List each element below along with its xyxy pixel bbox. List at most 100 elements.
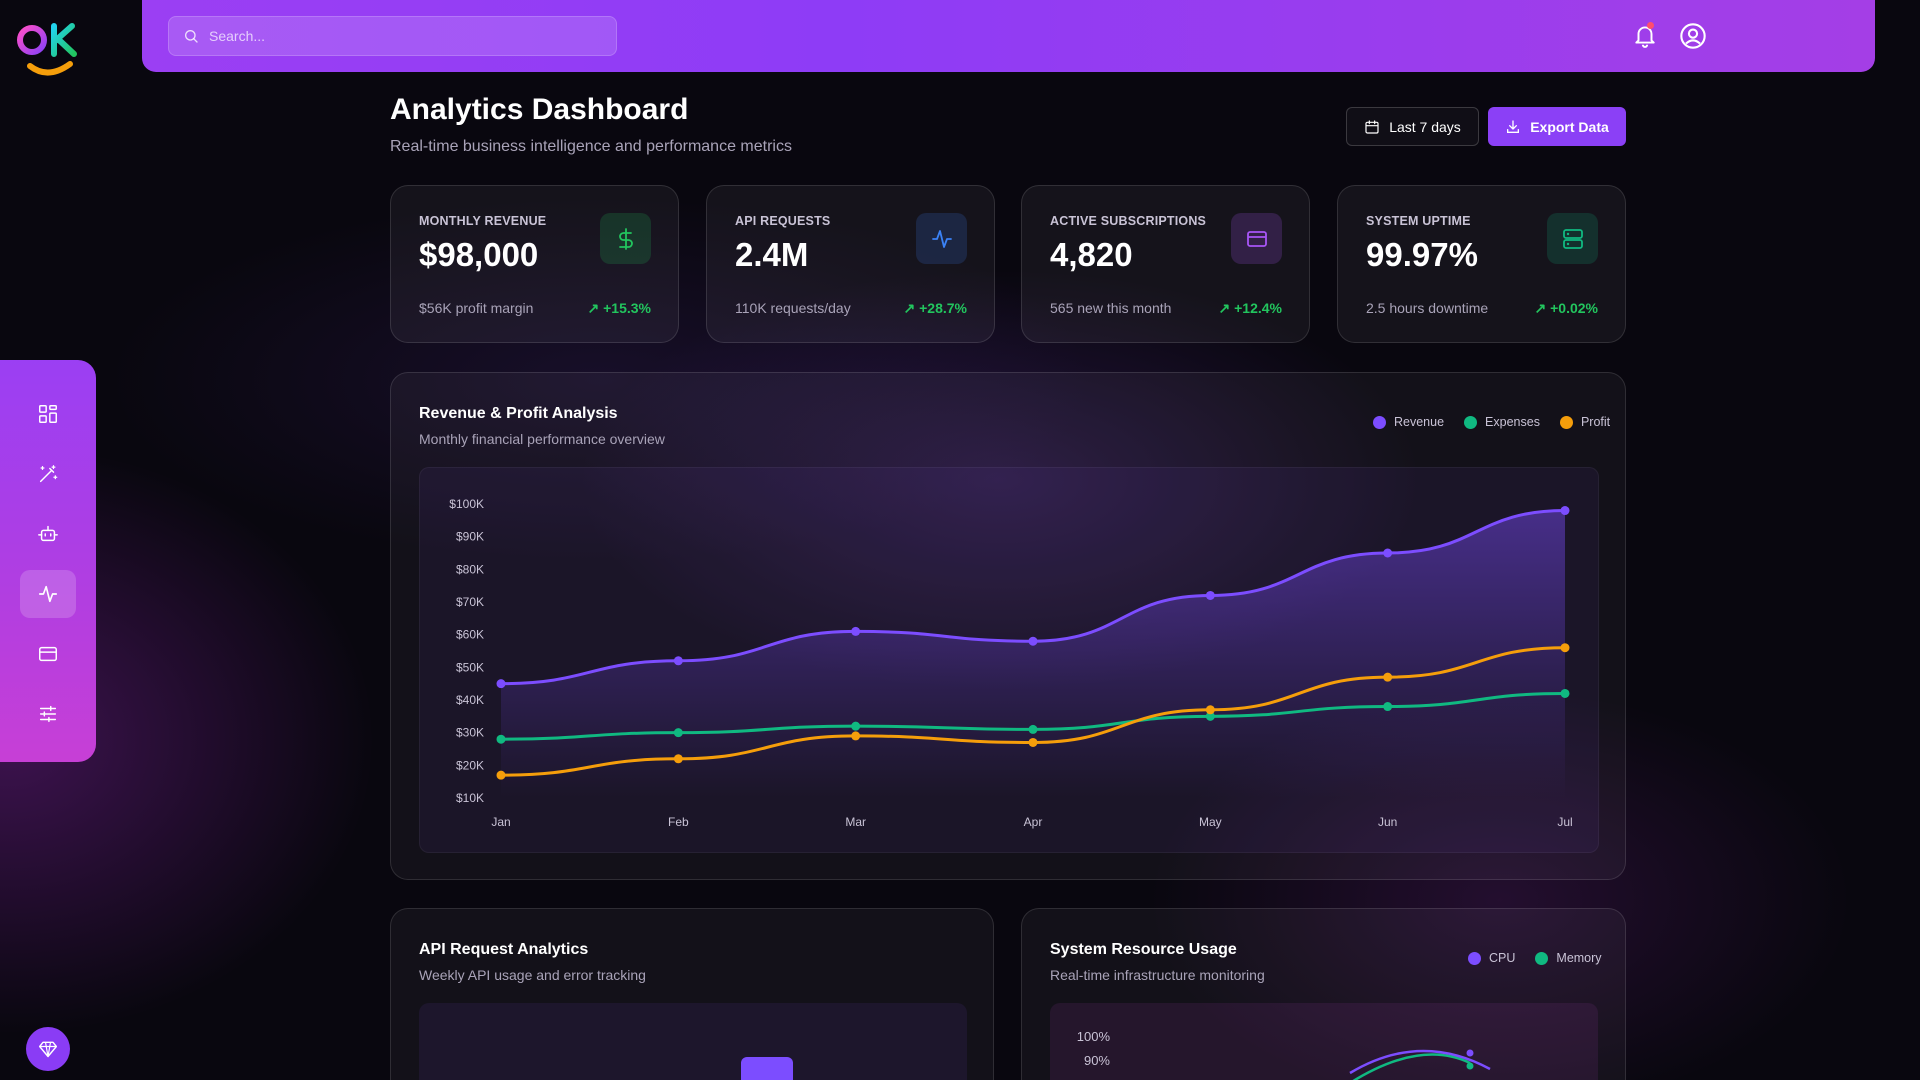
- activity-icon: [38, 585, 58, 603]
- bell-icon[interactable]: [1632, 22, 1658, 48]
- topbar: [142, 0, 1875, 72]
- grid-icon: [39, 405, 57, 423]
- stat-label: SYSTEM UPTIME: [1366, 214, 1471, 228]
- search-icon: [185, 30, 198, 43]
- profit-point: [1205, 705, 1215, 715]
- nav-dashboard[interactable]: [20, 390, 76, 438]
- revenue-profit-panel: Revenue & Profit Analysis Monthly financ…: [390, 372, 1626, 880]
- chart-area: $100K $90K $80K $70K $60K $50K $40K $30K $20K $10…: [419, 467, 1599, 853]
- user-icon[interactable]: [1679, 22, 1707, 50]
- page-title: Analytics Dashboard: [390, 93, 689, 126]
- memory-point: [1466, 1062, 1474, 1070]
- y-tick-label: $80K: [456, 562, 484, 576]
- y-tick-label: $40K: [456, 693, 484, 707]
- panel-title: API Request Analytics: [419, 941, 589, 958]
- server-icon: [1547, 213, 1598, 264]
- api-analytics-panel: API Request Analytics Weekly API usage a…: [390, 908, 994, 1080]
- profit-point: [1560, 643, 1570, 653]
- expenses-point: [673, 728, 683, 738]
- api-bar: [741, 1057, 793, 1080]
- x-tick-label: Apr: [1024, 815, 1043, 829]
- search-bar[interactable]: [168, 16, 617, 56]
- profit-point: [496, 770, 506, 780]
- x-tick-label: Mar: [845, 815, 866, 829]
- stat-delta: ↗ +0.02%: [1534, 300, 1599, 316]
- revenue-point: [851, 626, 861, 636]
- legend-label-profit: Profit: [1580, 415, 1611, 429]
- expenses-point: [1383, 702, 1393, 712]
- y-tick-label: $70K: [456, 595, 484, 609]
- expenses-point: [1205, 711, 1215, 721]
- date-range-label: Last 7 days: [1389, 118, 1461, 135]
- revenue-point: [496, 679, 506, 689]
- x-tick-label: Feb: [668, 815, 689, 829]
- profit-point: [1028, 737, 1038, 747]
- stat-card-api: API REQUESTS 2.4M 110K requests/day ↗ +2…: [706, 185, 995, 343]
- stat-subtext: 565 new this month: [1050, 300, 1172, 316]
- nav-billing[interactable]: [20, 630, 76, 678]
- resource-tick: 100%: [1076, 1029, 1110, 1044]
- expenses-point: [1028, 724, 1038, 734]
- gem-icon: [38, 1041, 58, 1058]
- stat-value: 2.4M: [735, 236, 809, 273]
- y-tick-label: $30K: [456, 726, 484, 740]
- legend-label-revenue: Revenue: [1394, 415, 1445, 429]
- magic-wand-icon: [39, 465, 58, 483]
- nav-settings[interactable]: [20, 690, 76, 738]
- premium-button[interactable]: [26, 1027, 70, 1071]
- revenue-point: [1205, 590, 1215, 600]
- nav-analytics[interactable]: [20, 570, 76, 618]
- dollar-icon: [600, 213, 651, 264]
- legend-label-cpu: CPU: [1489, 951, 1516, 965]
- legend-swatch-memory: [1535, 951, 1549, 965]
- download-icon: [1507, 119, 1520, 133]
- y-tick-label: $100K: [449, 497, 484, 511]
- x-tick-label: May: [1199, 815, 1222, 829]
- y-tick-label: $60K: [456, 628, 484, 642]
- memory-line: [1352, 1053, 1471, 1080]
- page-subtitle: Real-time business intelligence and perf…: [390, 138, 792, 155]
- stat-label: MONTHLY REVENUE: [419, 214, 547, 228]
- profit-point: [1383, 672, 1393, 682]
- panel-title: System Resource Usage: [1050, 941, 1237, 958]
- export-data-button[interactable]: Export Data: [1488, 107, 1626, 146]
- nav-bot[interactable]: [20, 510, 76, 558]
- stat-label: API REQUESTS: [735, 214, 831, 228]
- api-chart-area: [419, 1003, 967, 1080]
- legend-swatch-expenses: [1464, 415, 1478, 429]
- stat-card-subscriptions: ACTIVE SUBSCRIPTIONS 4,820 565 new this …: [1021, 185, 1310, 343]
- y-tick-label: $90K: [456, 530, 484, 544]
- legend-swatch-profit: [1559, 415, 1573, 429]
- cpu-line: [1349, 1049, 1491, 1075]
- revenue-line-chart: $100K $90K $80K $70K $60K $50K $40K $30K $20K $10…: [449, 497, 1572, 829]
- search-input[interactable]: [209, 28, 589, 44]
- profit-point: [673, 754, 683, 764]
- resource-tick: 90%: [1083, 1053, 1110, 1068]
- resource-chart-area: 100% 90%: [1050, 1003, 1598, 1080]
- credit-card-icon: [39, 646, 57, 662]
- stat-delta: ↗ +28.7%: [903, 300, 968, 316]
- sliders-icon: [39, 705, 57, 723]
- revenue-point: [1560, 506, 1570, 516]
- revenue-point: [673, 656, 683, 666]
- stat-value: 4,820: [1050, 236, 1133, 273]
- panel-subtitle: Monthly financial performance overview: [419, 431, 665, 447]
- chart-legend: Revenue Expenses Profit: [1373, 415, 1610, 429]
- credit-card-icon: [1231, 213, 1282, 264]
- date-range-button[interactable]: Last 7 days: [1346, 107, 1479, 146]
- expenses-point: [1560, 688, 1570, 698]
- stat-value: $98,000: [419, 236, 539, 273]
- cpu-point: [1466, 1049, 1474, 1057]
- stat-subtext: 110K requests/day: [735, 300, 851, 316]
- nav-magic[interactable]: [20, 450, 76, 498]
- notification-dot: [1647, 22, 1654, 29]
- stat-delta: ↗ +15.3%: [587, 300, 652, 316]
- stat-card-uptime: SYSTEM UPTIME 99.97% 2.5 hours downtime …: [1337, 185, 1626, 343]
- panel-subtitle: Weekly API usage and error tracking: [419, 967, 646, 983]
- robot-icon: [38, 525, 58, 542]
- y-tick-label: $20K: [456, 758, 484, 772]
- calendar-icon: [1365, 119, 1379, 134]
- sidebar: [0, 360, 96, 762]
- x-tick-label: Jul: [1557, 815, 1572, 829]
- y-tick-label: $50K: [456, 660, 484, 674]
